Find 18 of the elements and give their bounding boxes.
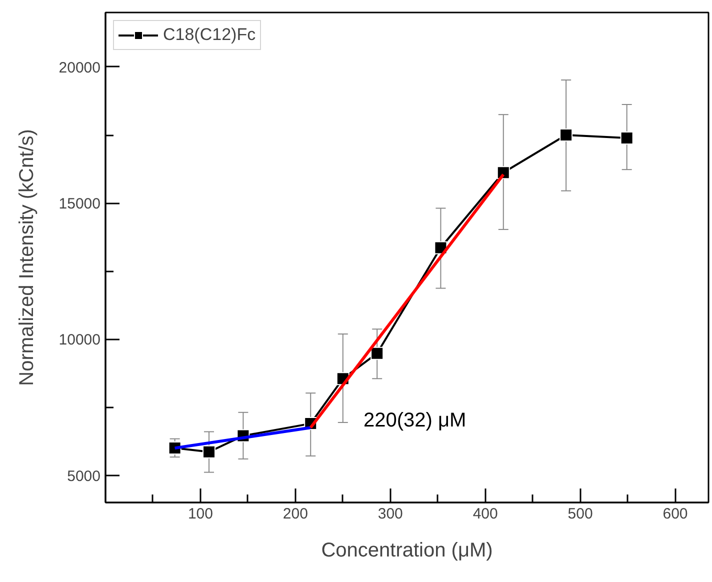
point: [202, 445, 216, 458]
y-tick-label: 5000: [67, 468, 101, 485]
y-tick-label: 10000: [58, 332, 101, 349]
y-tick-label: 15000: [58, 196, 101, 213]
annotation: 220(32) μM: [364, 410, 466, 432]
point: [560, 128, 573, 142]
x-tick-label: 500: [568, 506, 593, 522]
x-tick-label: 100: [188, 506, 213, 522]
x-tick-label: 300: [378, 506, 403, 522]
legend-label: C18(C12)Fc: [163, 25, 256, 45]
y-axis-title: Normalized Intensity (kCnt/s): [16, 129, 38, 386]
point: [370, 346, 384, 360]
x-tick-label: 200: [282, 506, 308, 522]
point: [620, 131, 634, 144]
x-tick-label: 600: [662, 506, 688, 522]
x-tick-label: 400: [472, 506, 498, 522]
y-tick-label: 20000: [58, 59, 101, 76]
x-axis-title: Concentration (μM): [321, 540, 493, 562]
